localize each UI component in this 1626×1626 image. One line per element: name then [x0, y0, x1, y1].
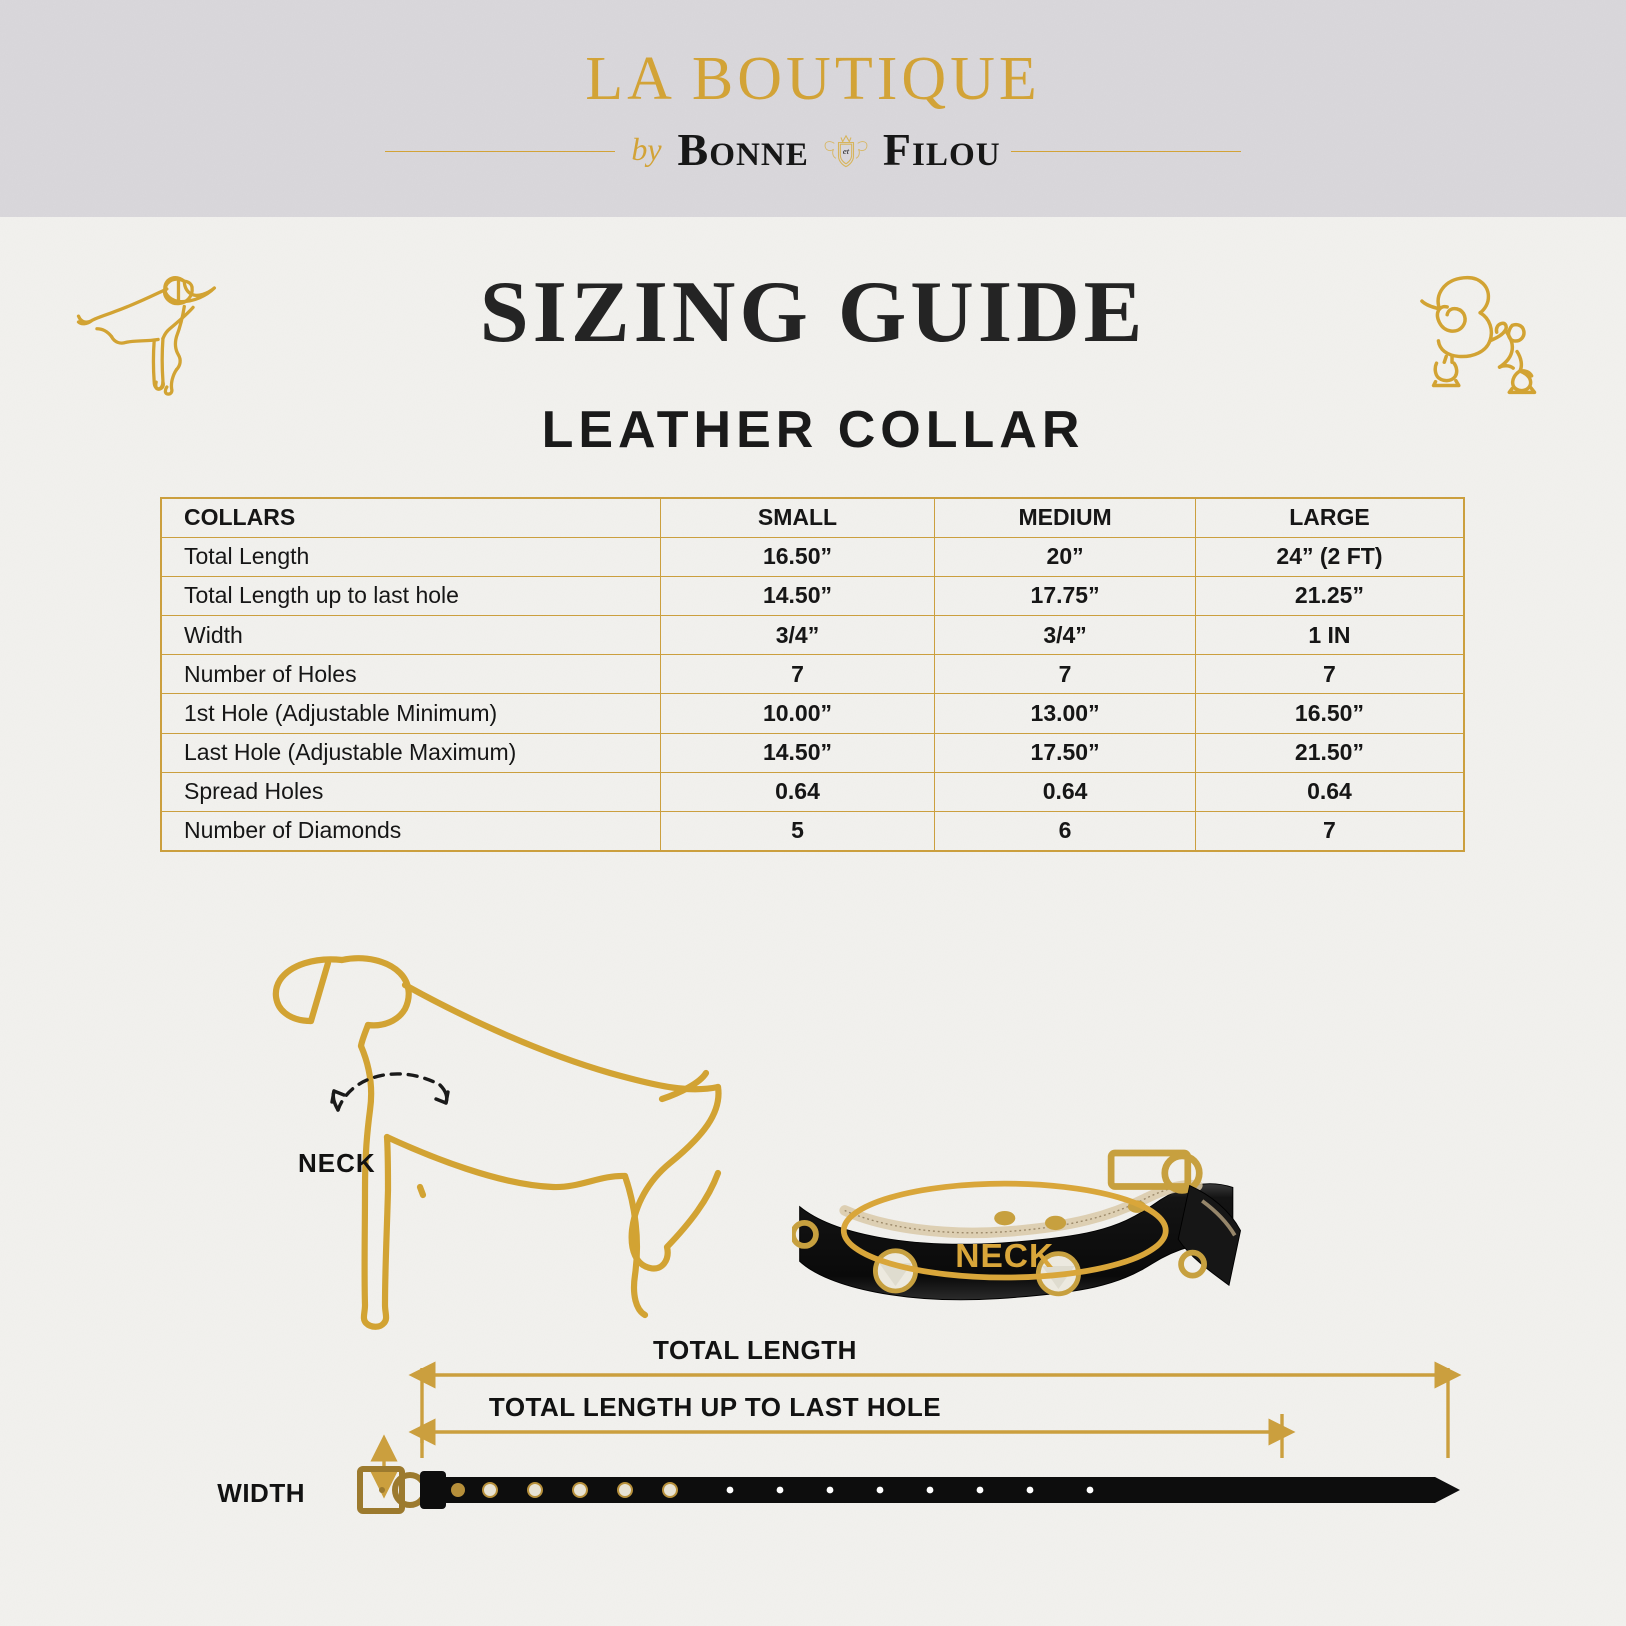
- svg-text:et: et: [843, 146, 850, 156]
- svg-text:NECK: NECK: [955, 1238, 1054, 1275]
